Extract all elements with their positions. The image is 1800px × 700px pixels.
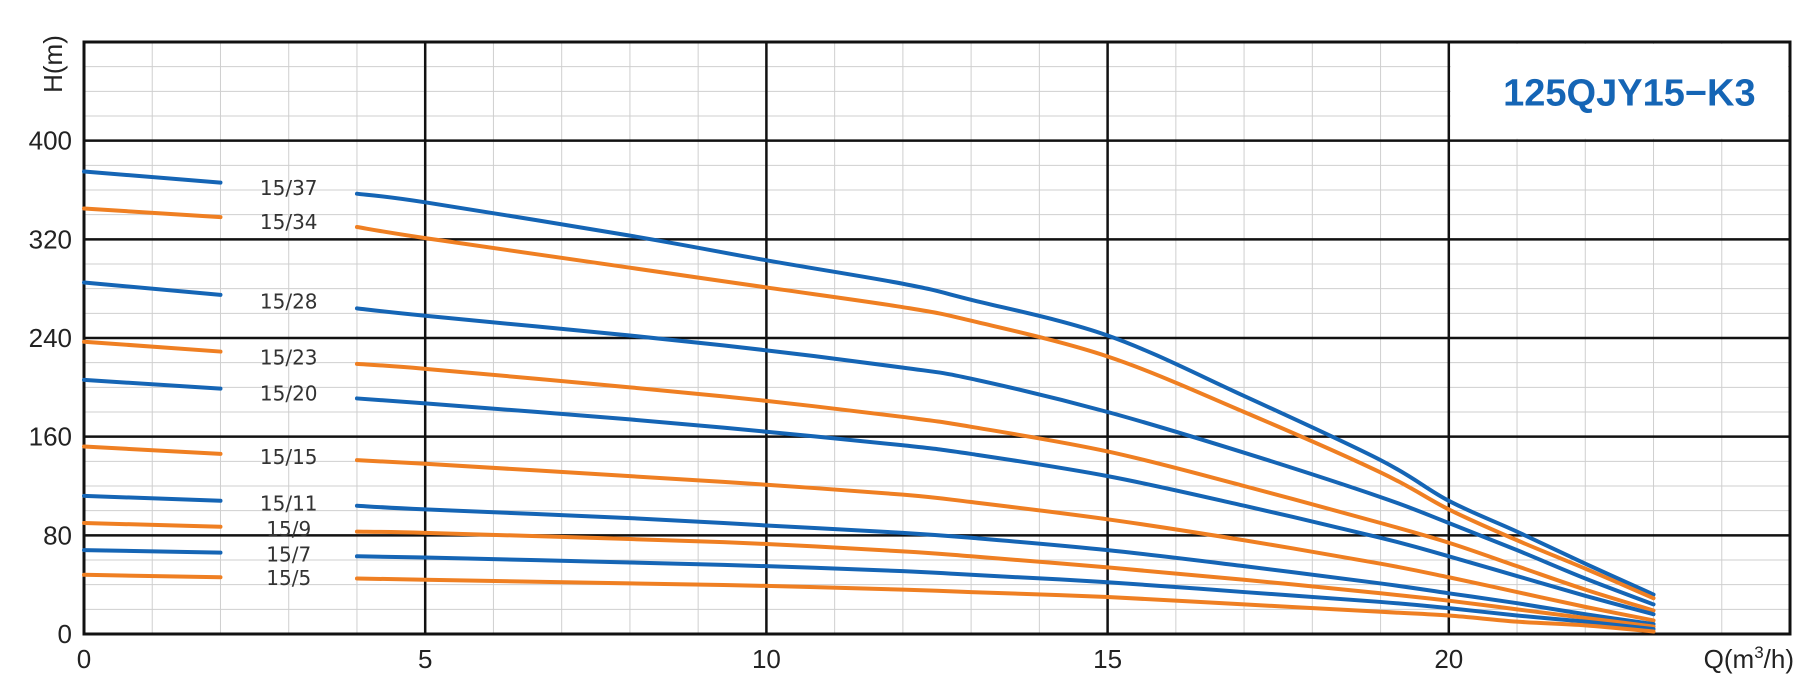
curve-15-20-start — [82, 377, 223, 391]
curve-15-23 — [354, 361, 1656, 613]
curve-label-15-20: 15/20 — [260, 382, 318, 406]
x-axis-title: Q(m3/h) — [1704, 643, 1794, 674]
y-tick-label: 320 — [29, 224, 72, 254]
curve-label-15-15: 15/15 — [260, 445, 318, 469]
plot-frame — [82, 40, 1792, 636]
x-axis-title-text: Q(m3/h) — [1704, 643, 1794, 674]
major-grid — [84, 42, 1790, 634]
curve-label-15-37: 15/37 — [260, 176, 318, 200]
curve-15-28 — [354, 306, 1656, 607]
curve-15-5-start — [82, 572, 223, 580]
curve-label-15-23: 15/23 — [260, 346, 318, 370]
curve-15-11 — [354, 503, 1656, 627]
y-tick-label: 80 — [43, 520, 72, 550]
curve-15-28-start — [82, 280, 223, 297]
curve-15-5 — [354, 576, 1656, 634]
curve-15-9-start — [82, 521, 223, 529]
curve-15-37-start — [82, 169, 223, 185]
y-tick-label: 240 — [29, 323, 72, 353]
curve-label-15-7: 15/7 — [266, 542, 311, 566]
curve-15-34-start — [82, 206, 223, 220]
x-tick-label: 15 — [1093, 644, 1122, 674]
x-tick-label: 0 — [77, 644, 91, 674]
curve-15-34 — [354, 225, 1656, 601]
curve-label-15-34: 15/34 — [260, 210, 318, 234]
curve-15-15 — [354, 458, 1656, 623]
y-tick-label: 0 — [58, 619, 72, 649]
curve-15-11-start — [82, 493, 223, 503]
curve-label-15-11: 15/11 — [260, 491, 318, 515]
model-title-box — [1450, 44, 1788, 139]
y-tick-label: 160 — [29, 422, 72, 452]
performance-curves — [82, 169, 1656, 634]
curve-label-15-5: 15/5 — [266, 566, 311, 590]
curve-label-15-9: 15/9 — [266, 517, 311, 541]
curve-15-37 — [354, 191, 1656, 597]
y-axis-title: H(m) — [38, 35, 68, 93]
curve-labels: 15/3715/3415/2815/2315/2015/1515/1115/91… — [260, 176, 318, 590]
y-tick-label: 400 — [29, 126, 72, 156]
curve-15-23-start — [82, 339, 223, 354]
x-tick-label: 20 — [1434, 644, 1463, 674]
curve-15-9 — [354, 529, 1656, 629]
x-tick-label: 5 — [418, 644, 432, 674]
curve-15-7 — [354, 554, 1656, 632]
curve-label-15-28: 15/28 — [260, 290, 318, 314]
curve-15-7-start — [82, 548, 223, 555]
curve-15-15-start — [82, 444, 223, 456]
curve-15-20 — [354, 396, 1656, 617]
model-title: 125QJY15−K3 — [1503, 72, 1755, 114]
y-axis-ticks: 0 80 160 240 320 400 — [29, 126, 72, 649]
x-axis-ticks: 0 5 10 15 20 — [77, 644, 1463, 674]
x-tick-label: 10 — [752, 644, 781, 674]
